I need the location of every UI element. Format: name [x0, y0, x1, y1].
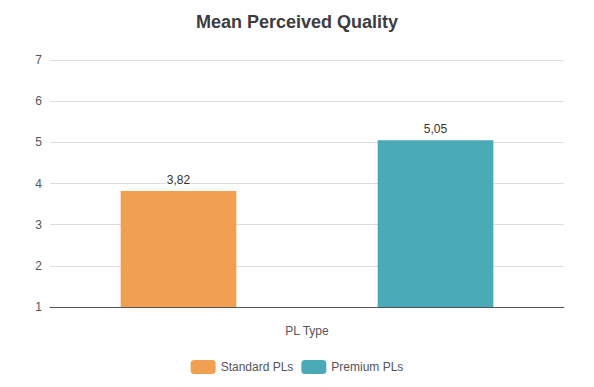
svg-text:Standard PLs: Standard PLs [221, 360, 294, 374]
svg-text:5,05: 5,05 [424, 122, 448, 136]
svg-text:Premium PLs: Premium PLs [331, 360, 403, 374]
svg-text:1: 1 [35, 300, 42, 314]
svg-text:2: 2 [35, 259, 42, 273]
svg-text:5: 5 [35, 135, 42, 149]
svg-text:3,82: 3,82 [167, 173, 191, 187]
svg-text:7: 7 [35, 53, 42, 67]
svg-text:4: 4 [35, 177, 42, 191]
svg-text:PL Type: PL Type [285, 324, 329, 338]
svg-text:Mean Perceived Quality: Mean Perceived Quality [196, 12, 398, 32]
svg-text:3: 3 [35, 218, 42, 232]
svg-text:6: 6 [35, 94, 42, 108]
